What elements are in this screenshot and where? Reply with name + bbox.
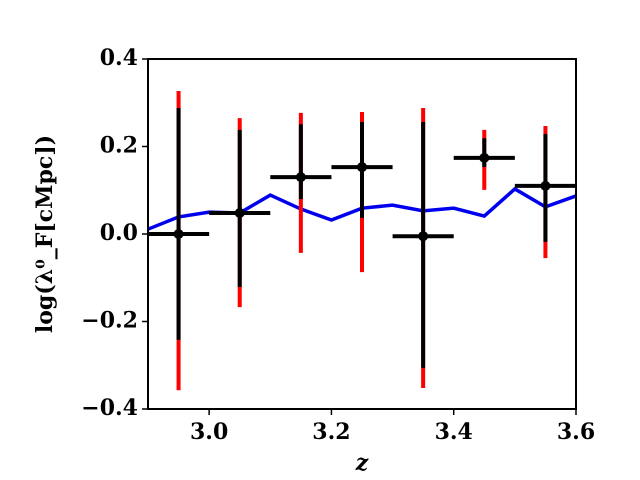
y-tick-label: −0.4 bbox=[81, 395, 138, 421]
x-tick-label: 3.4 bbox=[435, 419, 473, 445]
point bbox=[173, 229, 184, 239]
x-tick-label: 3.0 bbox=[190, 419, 228, 445]
y-tick-label: 0.0 bbox=[100, 220, 138, 246]
y-axis-label: log(λ⁰_F[cMpc]) bbox=[32, 135, 58, 333]
x-axis-label: z bbox=[355, 450, 369, 476]
y-tick-label: 0.2 bbox=[100, 133, 138, 159]
point bbox=[357, 162, 367, 173]
point bbox=[479, 152, 490, 163]
y-tick-label: −0.2 bbox=[81, 308, 138, 334]
y-tick-label: 0.4 bbox=[100, 45, 138, 71]
x-tick-label: 3.6 bbox=[557, 419, 595, 445]
plot-frame bbox=[147, 58, 577, 410]
x-tick-label: 3.2 bbox=[312, 419, 350, 445]
point bbox=[418, 231, 429, 242]
point bbox=[540, 180, 551, 191]
point bbox=[295, 172, 306, 183]
point bbox=[234, 208, 245, 218]
